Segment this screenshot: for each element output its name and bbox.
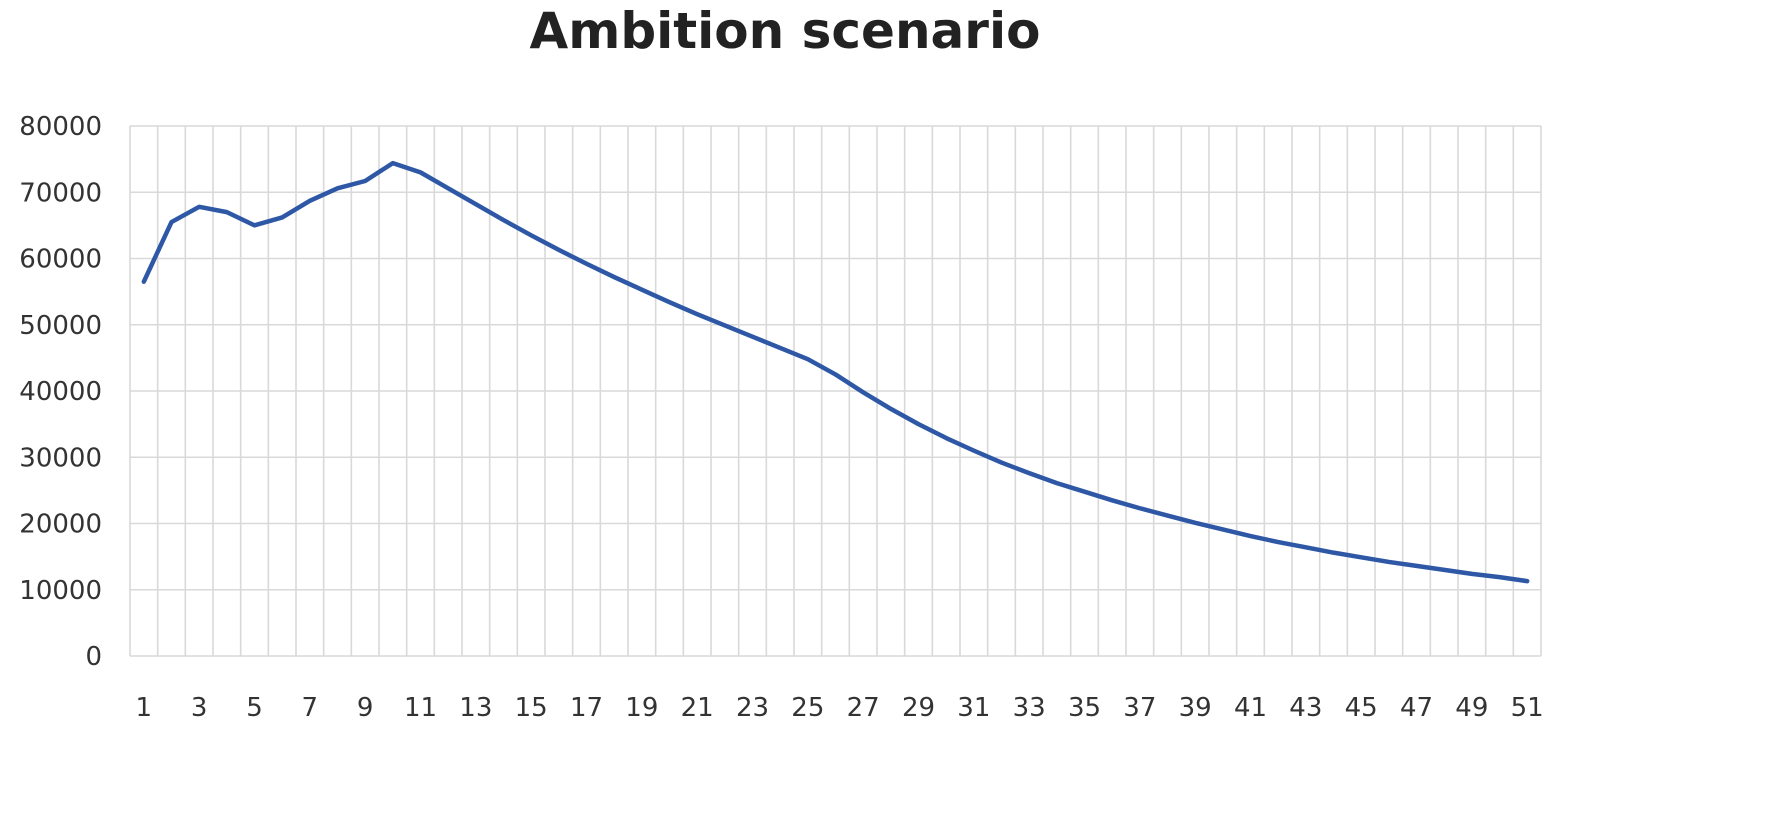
x-tick-label: 17 (570, 693, 603, 723)
y-tick-label: 60000 (19, 245, 102, 275)
y-tick-label: 0 (85, 642, 102, 672)
x-tick-label: 23 (736, 693, 769, 723)
x-tick-label: 27 (847, 693, 880, 723)
x-tick-label: 9 (357, 693, 374, 723)
x-tick-label: 43 (1289, 693, 1322, 723)
x-tick-label: 3 (191, 693, 208, 723)
x-axis-ticks: 1 3 5 7 9 11 13 15 17 19 21 23 25 27 29 31 33 35 37 39 41 43 4… (136, 693, 1544, 723)
x-tick-label: 1 (136, 693, 153, 723)
x-tick-label: 39 (1179, 693, 1212, 723)
x-tick-label: 31 (957, 693, 990, 723)
x-tick-label: 15 (515, 693, 548, 723)
x-tick-label: 29 (902, 693, 935, 723)
series-line (141, 160, 1530, 584)
y-tick-label: 30000 (19, 443, 102, 473)
y-tick-label: 50000 (19, 311, 102, 341)
x-tick-label: 21 (681, 693, 714, 723)
y-tick-label: 10000 (19, 576, 102, 606)
x-tick-label: 13 (459, 693, 492, 723)
gridlines (129, 125, 1542, 657)
x-tick-label: 41 (1234, 693, 1267, 723)
x-tick-label: 37 (1123, 693, 1156, 723)
x-tick-label: 7 (302, 693, 319, 723)
x-tick-label: 35 (1068, 693, 1101, 723)
x-tick-label: 51 (1511, 693, 1544, 723)
y-axis-ticks: 0 10000 20000 30000 40000 50000 60000 70000 8000… (19, 112, 102, 672)
y-tick-label: 40000 (19, 377, 102, 407)
x-tick-label: 49 (1455, 693, 1488, 723)
x-tick-label: 11 (404, 693, 437, 723)
x-tick-label: 45 (1345, 693, 1378, 723)
x-tick-label: 19 (625, 693, 658, 723)
y-tick-label: 20000 (19, 510, 102, 540)
x-tick-label: 33 (1013, 693, 1046, 723)
x-tick-label: 25 (791, 693, 824, 723)
series-group (141, 160, 1530, 584)
y-tick-label: 80000 (19, 112, 102, 142)
x-tick-label: 47 (1400, 693, 1433, 723)
y-tick-label: 70000 (19, 178, 102, 208)
x-tick-label: 5 (246, 693, 263, 723)
chart-title: Ambition scenario (529, 2, 1041, 60)
